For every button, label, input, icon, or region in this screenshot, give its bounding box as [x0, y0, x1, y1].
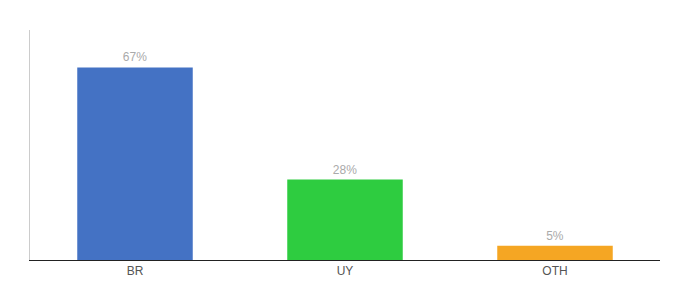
svg-text:67%: 67%	[123, 50, 147, 64]
svg-text:5%: 5%	[546, 229, 564, 243]
svg-text:UY: UY	[337, 264, 354, 278]
svg-text:28%: 28%	[333, 163, 357, 177]
svg-text:BR: BR	[127, 264, 144, 278]
svg-text:OTH: OTH	[542, 264, 567, 278]
